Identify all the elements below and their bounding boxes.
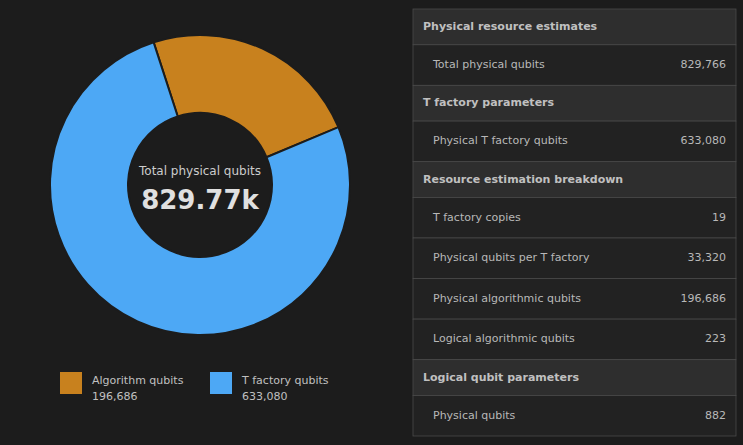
center-label: Total physical qubits (138, 164, 261, 178)
legend: Algorithm qubits 196,686 T factory qubits 6… (60, 372, 329, 403)
table-value: 882 (705, 409, 726, 422)
center-value: 829.77k (141, 185, 259, 215)
donut (50, 35, 350, 335)
legend-swatch (60, 372, 82, 394)
legend-label: T factory qubits (241, 374, 329, 387)
table-header: T factory parameters (423, 96, 555, 109)
table-row-cell (413, 319, 736, 360)
table-value: 223 (705, 332, 726, 345)
table-header: Physical resource estimates (423, 20, 598, 33)
chart-root: Total physical qubits 829.77k Algorithm qu… (0, 0, 743, 445)
table-label: Total physical qubits (432, 58, 545, 71)
table-label: T factory copies (432, 211, 521, 224)
table-row-cell (413, 238, 736, 279)
table-label: Physical qubits per T factory (433, 251, 590, 264)
table-row-cell (413, 121, 736, 162)
table-header-cell (413, 9, 736, 45)
table-header: Logical qubit parameters (423, 371, 579, 384)
table-header-cell (413, 85, 736, 121)
table-row-cell (413, 197, 736, 238)
table-label: Physical T factory qubits (433, 134, 568, 147)
table-row-cell (413, 45, 736, 86)
legend-value: 196,686 (92, 390, 138, 403)
legend-value: 633,080 (242, 390, 288, 403)
legend-swatch (210, 372, 232, 394)
table-header-cell (413, 162, 736, 198)
table-value: 633,080 (681, 134, 727, 147)
table-row-cell (413, 395, 736, 436)
donut-slice (50, 42, 350, 335)
table-header: Resource estimation breakdown (423, 173, 623, 186)
table-value: 196,686 (681, 292, 727, 305)
table-label: Physical algorithmic qubits (433, 292, 581, 305)
table-value: 829,766 (681, 58, 727, 71)
legend-label: Algorithm qubits (92, 374, 184, 387)
table-row-cell (413, 279, 736, 320)
table-label: Logical algorithmic qubits (433, 332, 575, 345)
table-label: Physical qubits (433, 409, 516, 422)
table-value: 33,320 (688, 251, 727, 264)
table-value: 19 (712, 211, 726, 224)
table: Physical resource estimates Total physica… (413, 9, 736, 436)
table-header-cell (413, 360, 736, 396)
background (0, 0, 743, 445)
